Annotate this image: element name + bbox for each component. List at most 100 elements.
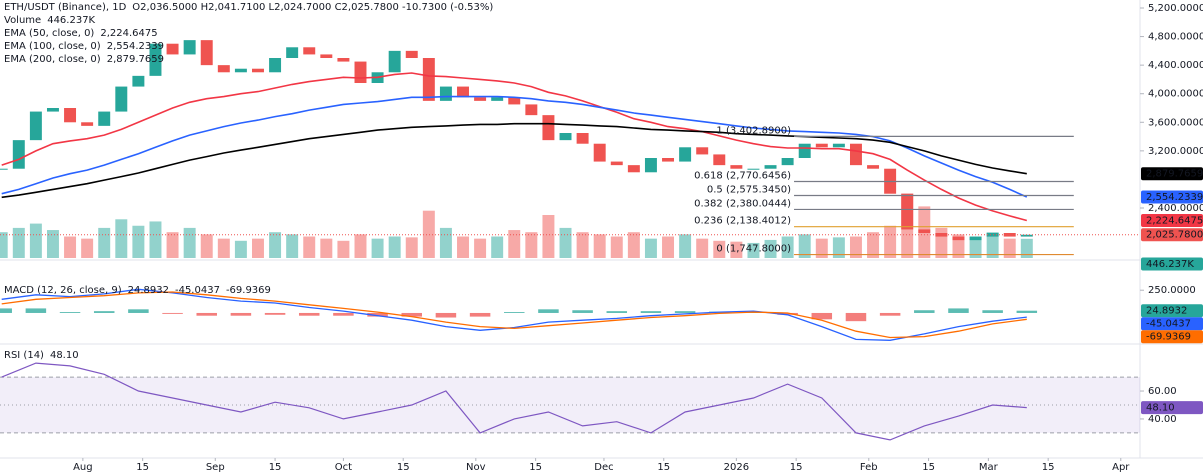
volume-bar xyxy=(576,232,589,258)
candle xyxy=(388,50,401,73)
candle xyxy=(320,54,333,58)
candle xyxy=(508,97,521,105)
candle xyxy=(149,43,162,76)
candle xyxy=(252,68,264,73)
candle xyxy=(627,165,640,173)
x-tick-label: 15 xyxy=(269,462,282,473)
histogram-bar xyxy=(572,310,593,313)
x-tick-label: Mar xyxy=(979,462,999,473)
macd-badge-bg xyxy=(1141,304,1203,318)
volume-bar xyxy=(1003,238,1016,258)
volume-bar xyxy=(405,237,418,258)
macd-badge: -69.9369 xyxy=(1146,332,1191,343)
price-badge-bg xyxy=(1141,190,1203,204)
histogram-bar xyxy=(1016,310,1038,313)
candle xyxy=(405,50,418,58)
candle xyxy=(781,158,794,166)
candle xyxy=(918,229,931,233)
candle xyxy=(559,133,572,141)
candle xyxy=(115,86,128,112)
histogram-bar xyxy=(298,312,320,316)
histogram-bar xyxy=(162,312,183,314)
volume-bar xyxy=(798,234,811,258)
legend-value: 2,879.7659 xyxy=(107,54,164,65)
histogram-bar xyxy=(504,312,525,313)
candle xyxy=(798,143,811,158)
histogram-bar xyxy=(196,312,217,316)
volume-bar xyxy=(388,236,401,258)
candle xyxy=(644,158,657,173)
fib-label: 0.236 (2,138.4012) xyxy=(694,216,791,227)
candle xyxy=(200,40,213,66)
price-badge: 2,879.7659 xyxy=(1146,169,1203,180)
rsi-badge-bg xyxy=(1141,401,1203,415)
histogram-bar xyxy=(25,308,47,313)
volume-bar xyxy=(183,227,196,258)
legend-value: 446.237K xyxy=(47,15,95,26)
price-badge: 2,025.7800 xyxy=(1146,230,1203,241)
candle xyxy=(986,233,999,237)
y-tick-label: 60.00 xyxy=(1148,386,1177,397)
rsi-line xyxy=(1,362,1027,441)
x-tick-label: Nov xyxy=(466,462,486,473)
x-tick-label: 2026 xyxy=(724,462,749,473)
volume-bar xyxy=(508,230,521,258)
candle xyxy=(1003,233,1016,237)
fib-label: 1 (3,402.8900) xyxy=(716,125,791,136)
candle xyxy=(439,86,452,101)
histogram-bar xyxy=(264,312,286,315)
volume-bar xyxy=(849,236,862,258)
candle xyxy=(474,97,487,101)
volume-bar xyxy=(610,236,623,258)
rsi-badge: 48.10 xyxy=(1146,403,1175,414)
volume-bar xyxy=(354,234,367,258)
legend-value: 2,554.2339 xyxy=(107,41,164,52)
y-tick-label: 3,200.0000 xyxy=(1148,146,1203,157)
indicator-title: RSI (14) xyxy=(4,350,44,361)
candle xyxy=(815,143,828,148)
volume-bar xyxy=(457,236,469,258)
macd-badge: 24.8932 xyxy=(1146,306,1187,317)
volume-bar xyxy=(627,232,640,258)
candle xyxy=(730,165,743,169)
volume-bar xyxy=(935,227,948,258)
candle xyxy=(764,165,777,169)
fib-label: 0 (1,747.8000) xyxy=(716,244,791,255)
x-tick-label: 15 xyxy=(529,462,542,473)
candle xyxy=(166,43,179,55)
x-tick-label: 15 xyxy=(1042,462,1055,473)
volume-bar xyxy=(662,236,675,258)
y-tick-label: 4,800.0000 xyxy=(1148,32,1203,43)
volume-bar xyxy=(422,210,435,258)
ema-line xyxy=(1,95,1028,198)
histogram-bar xyxy=(777,312,798,315)
volume-bar xyxy=(98,227,111,258)
legend-value: 48.10 xyxy=(50,350,79,361)
ema-line xyxy=(1,122,1027,199)
x-tick-label: 15 xyxy=(922,462,935,473)
legend-value: -69.9369 xyxy=(226,285,271,296)
legend-value: 24.8932 xyxy=(128,285,169,296)
volume-bar xyxy=(115,219,128,258)
histogram-bar xyxy=(333,312,354,316)
volume-bar xyxy=(29,223,42,258)
candle xyxy=(286,47,299,58)
candle xyxy=(98,111,111,126)
x-tick-label: Feb xyxy=(860,462,878,473)
x-tick-label: 15 xyxy=(397,462,410,473)
price-badge-bg xyxy=(1141,167,1203,181)
candle xyxy=(46,108,59,112)
candle xyxy=(952,236,965,241)
rsi-band xyxy=(0,377,1140,433)
volume-bar xyxy=(474,238,487,258)
x-tick-label: 15 xyxy=(790,462,803,473)
legend-label: EMA (100, close, 0) xyxy=(4,41,101,52)
volume-bar xyxy=(81,238,94,258)
candle xyxy=(337,58,350,62)
y-tick-label: 250.0000 xyxy=(1148,285,1196,296)
legend-label: EMA (200, close, 0) xyxy=(4,54,101,65)
histogram-bar xyxy=(435,312,457,318)
candle xyxy=(234,68,247,73)
y-tick-label: 5,200.0000 xyxy=(1148,3,1203,14)
